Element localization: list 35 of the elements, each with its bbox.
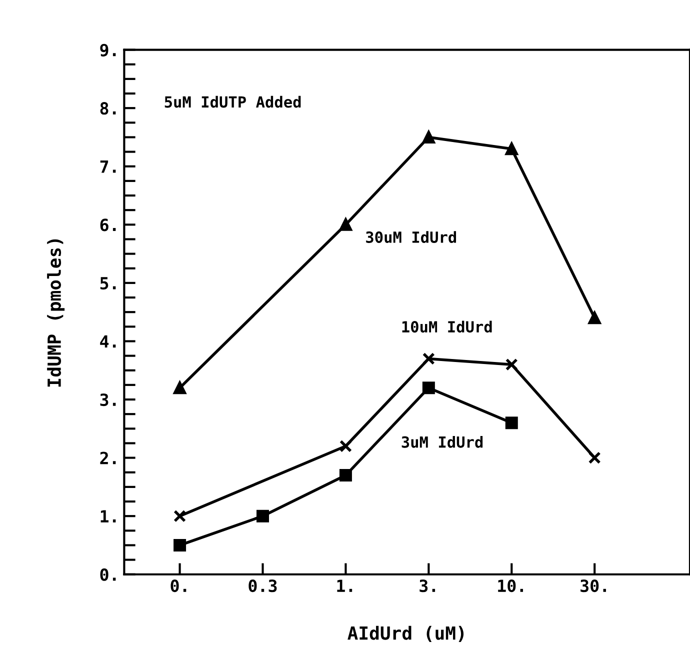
y-tick-label: 0. — [100, 568, 116, 581]
x-tick-label: 0.3 — [248, 580, 277, 592]
point — [422, 352, 435, 365]
point — [505, 358, 518, 371]
point — [174, 538, 186, 552]
y-tick-label: 1. — [100, 510, 116, 522]
point — [422, 382, 435, 394]
y-tick-label: 4. — [100, 335, 116, 348]
x-tick-label: 3. — [420, 580, 436, 592]
x-tick-label: 10. — [498, 580, 524, 592]
y-tick-label: 9. — [100, 44, 116, 56]
point — [256, 510, 269, 522]
series-label: 3uM IdUrd — [402, 436, 483, 448]
point — [422, 130, 435, 144]
annotation: 5uM IdUTP Added — [164, 96, 301, 108]
y-tick-label: 3. — [100, 393, 116, 406]
y-tick-label: 2. — [100, 452, 116, 464]
x-tick-label: 1. — [337, 580, 352, 592]
point — [174, 510, 186, 522]
point — [505, 416, 518, 430]
point — [339, 469, 352, 482]
y-tick-label: 7. — [100, 160, 116, 173]
series-label: 30uM IdUrd — [366, 231, 456, 243]
x-axis-title: AIdUrd (uM) — [348, 626, 464, 642]
point — [588, 312, 601, 324]
x-tick-label: 0. — [170, 580, 186, 592]
y-axis-title: IdUMP (pmoles) — [47, 239, 65, 387]
y-tick-label: 8. — [100, 102, 116, 115]
y-tick-label: 5. — [100, 277, 116, 290]
point — [339, 218, 352, 231]
point — [588, 452, 601, 464]
x-tick-label: 30. — [580, 580, 606, 592]
series-label: 10uM IdUrd — [402, 320, 492, 333]
point — [339, 440, 352, 452]
y-tick-label: 6. — [100, 218, 116, 232]
